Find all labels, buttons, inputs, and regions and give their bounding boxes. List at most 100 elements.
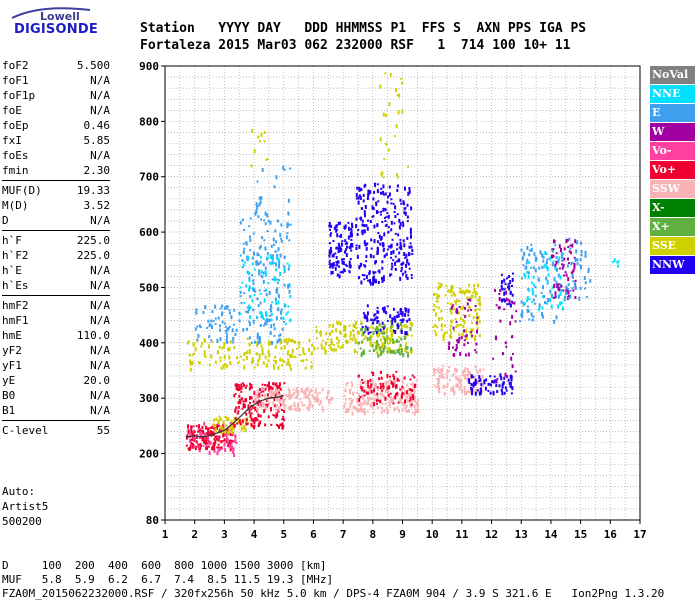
echo-point — [213, 426, 216, 431]
echo-point — [343, 335, 346, 338]
echo-point — [330, 232, 332, 235]
param-separator — [2, 295, 110, 296]
echo-point — [348, 397, 351, 401]
echo-point — [534, 256, 537, 261]
echo-point — [238, 394, 241, 398]
echo-point — [268, 344, 271, 347]
echo-point — [364, 183, 367, 187]
footer-d-row: D 100 200 400 600 800 1000 1500 3000 [km… — [2, 559, 327, 572]
echo-point — [332, 262, 335, 264]
echo-point — [465, 374, 468, 376]
echo-point — [402, 223, 405, 228]
echo-point — [240, 383, 243, 387]
echo-point — [530, 247, 533, 252]
echo-point — [281, 327, 284, 331]
echo-point — [456, 339, 458, 342]
echo-point — [360, 320, 363, 325]
echo-point — [353, 406, 356, 409]
echo-point — [528, 289, 531, 292]
echo-point — [220, 446, 223, 450]
echo-point — [250, 384, 253, 389]
echo-point — [267, 398, 270, 402]
echo-point — [376, 316, 379, 319]
echo-point — [225, 331, 228, 334]
echo-point — [262, 361, 265, 365]
echo-point — [250, 396, 253, 400]
echo-point — [274, 344, 277, 349]
echo-point — [387, 393, 390, 397]
echo-point — [270, 312, 273, 316]
echo-point — [546, 280, 549, 285]
echo-point — [571, 270, 574, 274]
echo-point — [408, 409, 410, 413]
echo-point — [265, 398, 268, 402]
header-row1: Station YYYY DAY DDD HHMMSS P1 FFS S AXN… — [140, 21, 587, 36]
echo-point — [190, 441, 193, 445]
echo-point — [509, 303, 512, 308]
echo-point — [561, 306, 564, 311]
echo-point — [269, 308, 272, 311]
echo-point — [209, 427, 212, 429]
echo-point — [249, 408, 252, 411]
echo-point — [540, 291, 543, 294]
echo-point — [376, 249, 379, 254]
echo-point — [361, 274, 364, 276]
echo-point — [461, 333, 464, 336]
echo-point — [473, 337, 476, 342]
echo-point — [464, 367, 467, 371]
echo-point — [381, 335, 384, 338]
echo-point — [192, 342, 195, 347]
echo-point — [356, 233, 359, 236]
echo-point — [258, 246, 261, 250]
echo-point — [401, 221, 404, 224]
echo-point — [330, 338, 333, 343]
echo-point — [370, 238, 373, 242]
echo-point — [188, 429, 191, 434]
echo-point — [471, 328, 474, 332]
echo-point — [233, 418, 236, 422]
echo-point — [204, 305, 207, 309]
echo-point — [274, 355, 277, 359]
echo-point — [253, 366, 256, 369]
echo-point — [467, 298, 470, 301]
echo-point — [217, 316, 220, 320]
echo-point — [438, 389, 441, 394]
echo-point — [557, 259, 560, 264]
echo-point — [331, 254, 334, 258]
echo-point — [222, 365, 225, 369]
echo-point — [387, 226, 390, 229]
param-row: MUF(D) 19.33 — [2, 183, 110, 198]
echo-point — [329, 345, 332, 350]
echo-point — [386, 386, 389, 390]
echo-point — [468, 378, 470, 382]
echo-cluster-w — [448, 298, 479, 357]
echo-point — [433, 371, 436, 374]
echo-point — [545, 252, 548, 255]
echo-point — [348, 260, 351, 265]
echo-point — [489, 391, 492, 395]
echo-point — [401, 81, 404, 85]
echo-point — [379, 238, 382, 241]
echo-point — [357, 229, 360, 231]
echo-point — [263, 239, 266, 242]
echo-point — [361, 223, 364, 227]
echo-point — [404, 331, 407, 336]
echo-point — [264, 211, 267, 216]
echo-point — [326, 338, 329, 341]
echo-point — [504, 372, 507, 377]
echo-point — [236, 356, 238, 360]
echo-point — [325, 349, 327, 352]
echo-point — [474, 335, 476, 337]
echo-point — [462, 325, 465, 328]
echo-point — [525, 265, 528, 270]
echo-point — [272, 401, 275, 406]
x-tick-label: 11 — [455, 528, 469, 541]
echo-point — [402, 402, 405, 406]
echo-point — [397, 110, 400, 115]
echo-point — [363, 386, 365, 389]
echo-point — [357, 402, 360, 405]
echo-point — [268, 319, 271, 322]
echo-point — [315, 337, 318, 340]
echo-point — [441, 376, 444, 379]
echo-point — [561, 253, 564, 256]
